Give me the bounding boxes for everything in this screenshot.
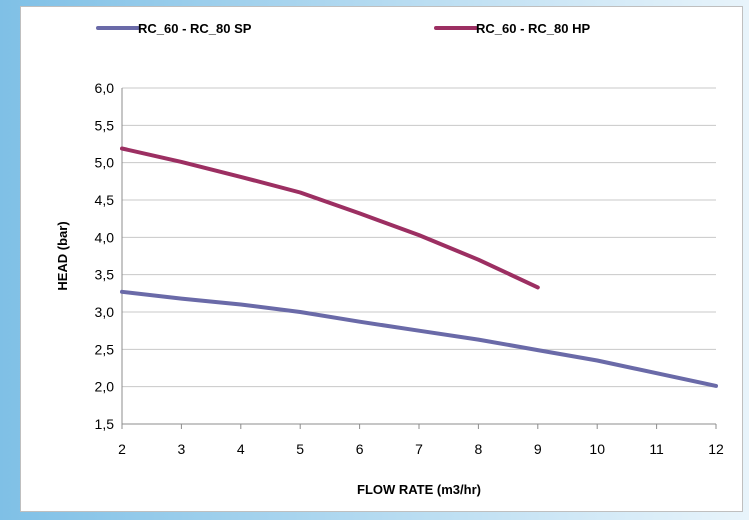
- y-tick-label: 5,0: [95, 155, 115, 171]
- x-tick-label: 7: [415, 441, 423, 457]
- chart-area: [20, 6, 743, 512]
- y-tick-label: 3,5: [95, 267, 115, 283]
- x-tick-label: 12: [708, 441, 724, 457]
- y-tick-labels: 1,5 2,0 2,5 3,0 3,5 4,0 4,5 5,0 5,5 6,0: [95, 80, 115, 432]
- x-tick-label: 4: [237, 441, 245, 457]
- x-tick-label: 2: [118, 441, 126, 457]
- y-tick-label: 5,5: [95, 117, 115, 133]
- legend-label: RC_60 - RC_80 SP: [138, 21, 252, 36]
- y-tick-label: 1,5: [95, 416, 115, 432]
- gridlines: [122, 87, 716, 425]
- x-tick-label: 5: [296, 441, 304, 457]
- x-tick-label: 10: [589, 441, 605, 457]
- series-lines: [120, 146, 718, 388]
- series-line-2: [120, 146, 540, 290]
- y-tick-label: 2,5: [95, 341, 115, 357]
- y-axis-label: HEAD (bar): [55, 221, 70, 290]
- legend-label: RC_60 - RC_80 HP: [476, 21, 590, 36]
- y-tick-label: 6,0: [95, 80, 115, 96]
- axes: [121, 88, 717, 429]
- x-tick-labels: 2 3 4 5 6 7 8 9 10 11 12: [118, 441, 724, 457]
- series-line-1: [120, 289, 718, 388]
- y-tick-label: 2,0: [95, 379, 115, 395]
- x-tick-label: 8: [475, 441, 483, 457]
- x-tick-label: 6: [356, 441, 364, 457]
- legend: RC_60 - RC_80 SP RC_60 - RC_80 HP: [96, 21, 590, 36]
- x-tick-label: 9: [534, 441, 542, 457]
- x-tick-label: 11: [649, 441, 664, 457]
- y-tick-label: 3,0: [95, 304, 115, 320]
- x-axis-label: FLOW RATE (m3/hr): [357, 482, 481, 497]
- y-tick-label: 4,5: [95, 192, 115, 208]
- y-tick-label: 4,0: [95, 229, 115, 245]
- x-tick-label: 3: [178, 441, 186, 457]
